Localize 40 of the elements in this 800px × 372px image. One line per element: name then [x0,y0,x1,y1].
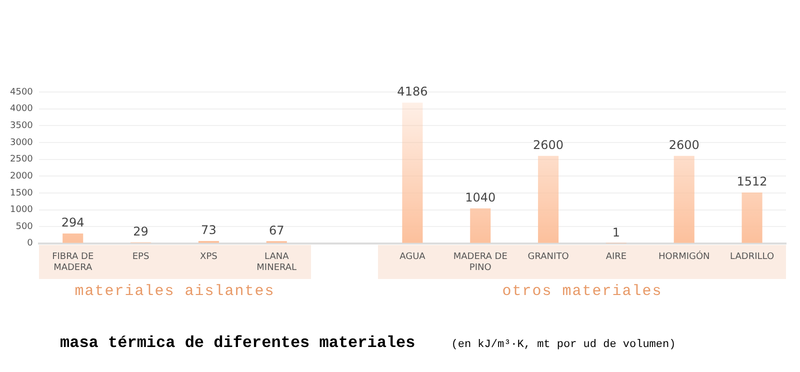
data-label: 1 [612,225,620,240]
y-tick-label: 2500 [10,154,34,165]
data-label: 2600 [668,138,700,152]
data-label: 29 [133,224,148,239]
text: masa térmica de diferentes materiales [60,334,416,352]
x-tick-label: LANA MINERAL [256,252,297,273]
data-label: 1512 [736,174,768,189]
data-label: 4186 [397,84,428,99]
y-tick-label: 500 [16,222,34,232]
x-tick-label: XPS [200,252,218,262]
bar [742,192,762,243]
x-tick-label: AGUA [400,252,426,262]
data-label: 73 [201,223,216,238]
y-tick-label: 3500 [10,120,34,131]
x-tick-label: FIBRA DE MADERA [52,252,94,273]
x-tick-label: HORMIGÓN [658,250,710,262]
data-label: 67 [268,223,284,238]
y-tick-label: 1500 [10,188,34,198]
bar [470,208,491,243]
data-label: 294 [61,216,84,230]
y-tick-label: 4500 [10,87,34,98]
y-tick-label: 2000 [10,171,34,182]
y-tick-label: 3000 [10,138,34,148]
bar [62,234,84,243]
x-tick-label: AIRE [606,252,627,262]
text: materiales aislantes [74,283,276,300]
y-tick-label: 0 [27,238,34,249]
x-tick-label: GRANITO [528,252,569,262]
x-tick-label: MADERA DE PINO [453,252,508,273]
text: otros materiales [501,283,664,300]
y-tick-label: 1000 [10,205,34,216]
bar [674,156,694,243]
data-label: 1040 [465,190,496,205]
x-tick-label: LADRILLO [730,252,774,262]
y-tick-label: 4000 [10,104,34,114]
text: (en kJ/m³·K, mt por ud de volumen) [451,339,676,351]
bar [538,156,559,243]
bar [402,102,423,243]
data-label: 2600 [533,138,564,152]
x-tick-label: EPS [132,252,150,262]
